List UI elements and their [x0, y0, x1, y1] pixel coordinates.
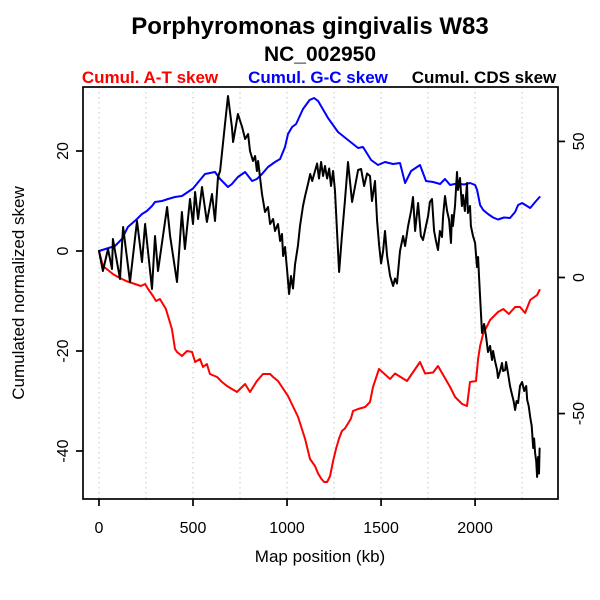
series-cumul-g-c-skew [98, 97, 541, 252]
x-axis-label: Map position (kb) [254, 547, 386, 566]
tick-label: 0 [55, 246, 72, 255]
series-cumul-cds-skew [98, 95, 541, 478]
tick-label: 20 [55, 142, 72, 160]
tick-label: 2000 [457, 520, 493, 537]
tick-label: -20 [55, 339, 72, 362]
plot-box [82, 86, 559, 500]
tick-label: 50 [571, 132, 588, 150]
tick-label: 0 [571, 273, 588, 282]
tick-label: 500 [180, 520, 207, 537]
tick-label: 0 [95, 520, 104, 537]
tick-label: 1000 [269, 520, 305, 537]
series-cumul-a-t-skew [98, 250, 541, 483]
legend-at-skew: Cumul. A-T skew [81, 68, 219, 87]
tick-label: 1500 [363, 520, 399, 537]
legend-cds-skew: Cumul. CDS skew [411, 68, 557, 87]
tick-label: -50 [571, 402, 588, 425]
y-axis-label: Cumulated normalized skew [9, 186, 28, 400]
legend-gc-skew: Cumul. G-C skew [248, 68, 388, 87]
tick-label: -40 [55, 439, 72, 462]
chart-title: Porphyromonas gingivalis W83 [131, 13, 489, 40]
chart-subtitle: NC_002950 [263, 43, 377, 66]
